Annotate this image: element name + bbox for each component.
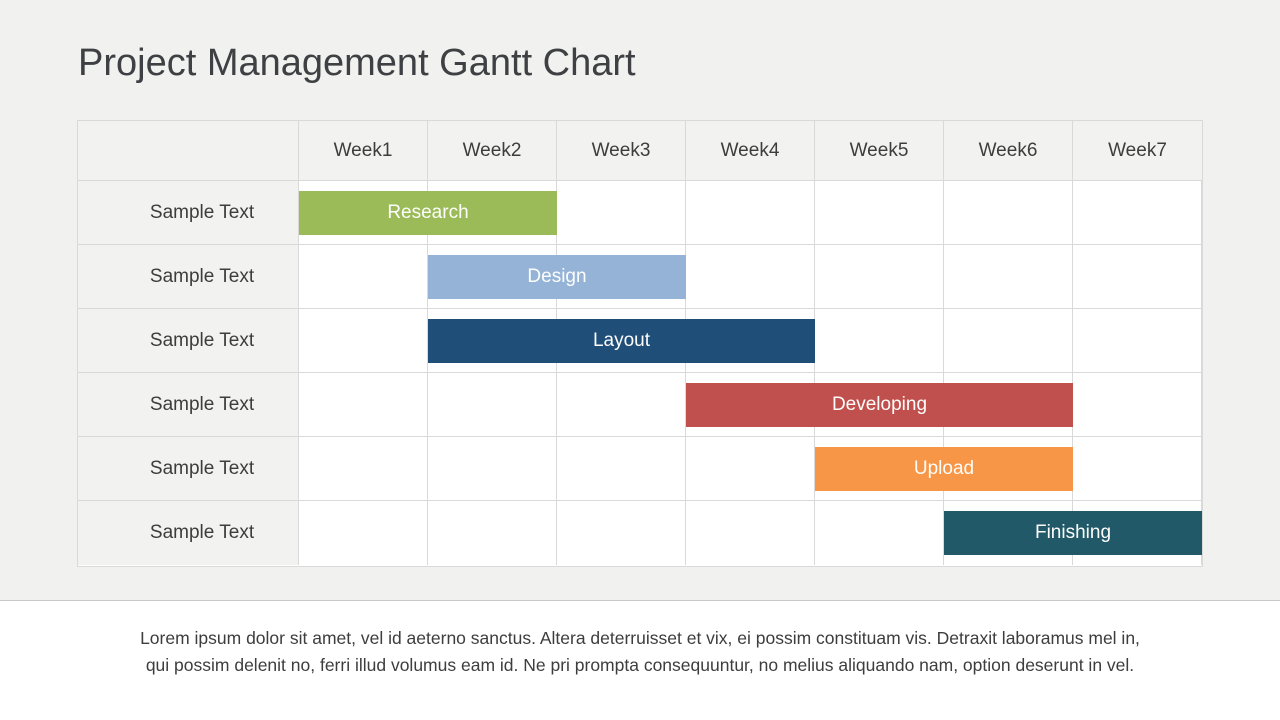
row-label: Sample Text bbox=[78, 501, 299, 565]
gantt-track: Research bbox=[299, 181, 1202, 245]
task-bar-label: Layout bbox=[592, 330, 651, 351]
week-header-7: Week7 bbox=[1073, 121, 1202, 181]
gantt-track: Developing bbox=[299, 373, 1202, 437]
task-bar-label: Developing bbox=[831, 394, 928, 415]
task-bar-layout: Layout bbox=[428, 319, 815, 363]
task-bar-label: Finishing bbox=[1034, 522, 1112, 543]
footer-paragraph: Lorem ipsum dolor sit amet, vel id aeter… bbox=[0, 625, 1280, 679]
task-bar-upload: Upload bbox=[815, 447, 1073, 491]
row-label: Sample Text bbox=[78, 309, 299, 373]
gantt-track: Finishing bbox=[299, 501, 1202, 565]
week-header-2: Week2 bbox=[428, 121, 557, 181]
task-bar-developing: Developing bbox=[686, 383, 1073, 427]
task-bar-label: Design bbox=[527, 266, 587, 287]
gantt-track: Upload bbox=[299, 437, 1202, 501]
task-bar-label: Upload bbox=[913, 458, 975, 479]
gantt-track: Layout bbox=[299, 309, 1202, 373]
week-header-4: Week4 bbox=[686, 121, 815, 181]
row-label: Sample Text bbox=[78, 181, 299, 245]
row-label: Sample Text bbox=[78, 245, 299, 309]
task-bar-research: Research bbox=[299, 191, 557, 235]
footer-line-2: qui possim delenit no, ferri illud volum… bbox=[145, 655, 1135, 675]
page-title: Project Management Gantt Chart bbox=[78, 42, 636, 84]
week-header-5: Week5 bbox=[815, 121, 944, 181]
task-bar-finishing: Finishing bbox=[944, 511, 1202, 555]
gantt-track: Design bbox=[299, 245, 1202, 309]
week-header-6: Week6 bbox=[944, 121, 1073, 181]
gantt-chart: Week1 Week2 Week3 Week4 Week5 Week6 Week… bbox=[77, 120, 1203, 567]
task-bar-design: Design bbox=[428, 255, 686, 299]
week-header-1: Week1 bbox=[299, 121, 428, 181]
footer-line-1: Lorem ipsum dolor sit amet, vel id aeter… bbox=[140, 628, 1140, 648]
week-header-3: Week3 bbox=[557, 121, 686, 181]
gantt-corner-cell bbox=[78, 121, 299, 181]
task-bar-label: Research bbox=[387, 202, 469, 223]
row-label: Sample Text bbox=[78, 437, 299, 501]
row-label: Sample Text bbox=[78, 373, 299, 437]
